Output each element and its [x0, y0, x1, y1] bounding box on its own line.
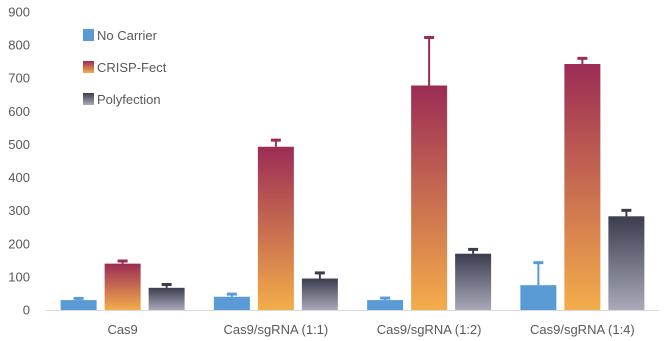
y-tick-label: 500	[8, 137, 30, 152]
legend-swatch	[83, 61, 94, 73]
category-label: Cas9	[107, 322, 137, 337]
category-label: Cas9/sgRNA (1:4)	[530, 322, 635, 337]
bar	[213, 296, 250, 310]
y-tick-label: 600	[8, 104, 30, 119]
category-label: Cas9/sgRNA (1:2)	[377, 322, 482, 337]
y-tick-label: 300	[8, 203, 30, 218]
legend-label: No Carrier	[97, 28, 158, 43]
legend-label: Polyfection	[97, 92, 161, 107]
bar	[148, 287, 185, 310]
y-tick-label: 200	[8, 236, 30, 251]
y-tick-label: 900	[8, 5, 30, 20]
bars	[60, 35, 645, 311]
bar	[257, 146, 294, 310]
y-axis: 0 100 200 300 400 500 600 700 800 900	[8, 5, 30, 318]
bar	[411, 85, 448, 310]
bar	[455, 253, 492, 310]
y-tick-label: 0	[23, 303, 30, 318]
legend-swatch	[83, 29, 94, 41]
bar	[301, 278, 338, 310]
bar	[60, 300, 97, 310]
y-tick-label: 800	[8, 38, 30, 53]
bar	[104, 263, 141, 310]
legend-swatch	[83, 93, 94, 105]
y-tick-label: 100	[8, 269, 30, 284]
x-axis: Cas9 Cas9/sgRNA (1:1) Cas9/sgRNA (1:2) Cas9…	[46, 310, 659, 337]
bar	[608, 216, 645, 310]
bar	[520, 285, 557, 310]
category-label: Cas9/sgRNA (1:1)	[223, 322, 328, 337]
y-tick-label: 700	[8, 71, 30, 86]
legend: No Carrier CRISP-Fect Polyfection	[83, 28, 167, 107]
legend-label: CRISP-Fect	[97, 60, 167, 75]
bar	[367, 300, 404, 310]
bar	[564, 63, 601, 311]
y-tick-label: 400	[8, 170, 30, 185]
